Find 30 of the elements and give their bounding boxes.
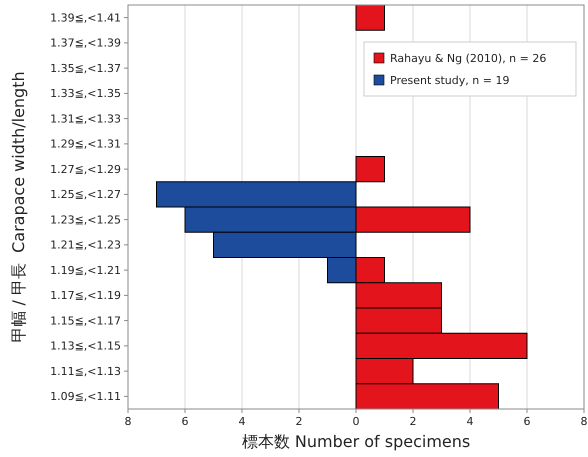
y-tick-label: 1.33≦,<1.35 bbox=[50, 87, 121, 100]
y-tick-label: 1.19≦,<1.21 bbox=[50, 264, 121, 277]
bar bbox=[356, 4, 385, 31]
x-tick-label: 2 bbox=[410, 415, 416, 428]
x-tick-label: 8 bbox=[580, 415, 588, 428]
y-tick-label: 1.13≦,<1.15 bbox=[50, 340, 121, 353]
y-tick-label: 1.25≦,<1.27 bbox=[50, 188, 121, 202]
legend-label: Rahayu & Ng (2010), n = 26 bbox=[390, 52, 546, 65]
x-tick-label: 6 bbox=[524, 415, 530, 428]
y-tick-label: 1.31≦,<1.33 bbox=[50, 112, 121, 126]
x-axis-title: 標本数 Number of specimens bbox=[242, 432, 470, 451]
x-tick-label: 4 bbox=[238, 415, 246, 428]
y-tick-label: 1.09≦,<1.11 bbox=[50, 390, 121, 404]
y-tick-label: 1.21≦,<1.23 bbox=[50, 238, 121, 252]
x-tick-label: 6 bbox=[182, 415, 188, 428]
y-tick-label: 1.27≦,<1.29 bbox=[50, 162, 121, 176]
legend-label: Present study, n = 19 bbox=[390, 74, 510, 87]
x-tick-label: 2 bbox=[296, 415, 302, 428]
y-tick-label: 1.29≦,<1.31 bbox=[50, 138, 121, 151]
y-tick-label: 1.11≦,<1.13 bbox=[50, 364, 121, 378]
y-tick-label: 1.35≦,<1.37 bbox=[50, 62, 121, 75]
y-tick-label: 1.37≦,<1.39 bbox=[50, 36, 121, 50]
y-tick-label: 1.17≦,<1.19 bbox=[50, 289, 121, 302]
x-tick-label: 4 bbox=[466, 415, 474, 428]
y-tick-label: 1.15≦,<1.17 bbox=[50, 314, 121, 328]
y-axis-title: 甲幅 / 甲長 Carapace width/length bbox=[9, 71, 28, 343]
y-tick-label: 1.23≦,<1.25 bbox=[50, 213, 121, 226]
y-tick-label: 1.39≦,<1.41 bbox=[50, 11, 121, 24]
x-tick-label: 8 bbox=[124, 415, 132, 428]
x-tick-label: 0 bbox=[352, 415, 360, 428]
